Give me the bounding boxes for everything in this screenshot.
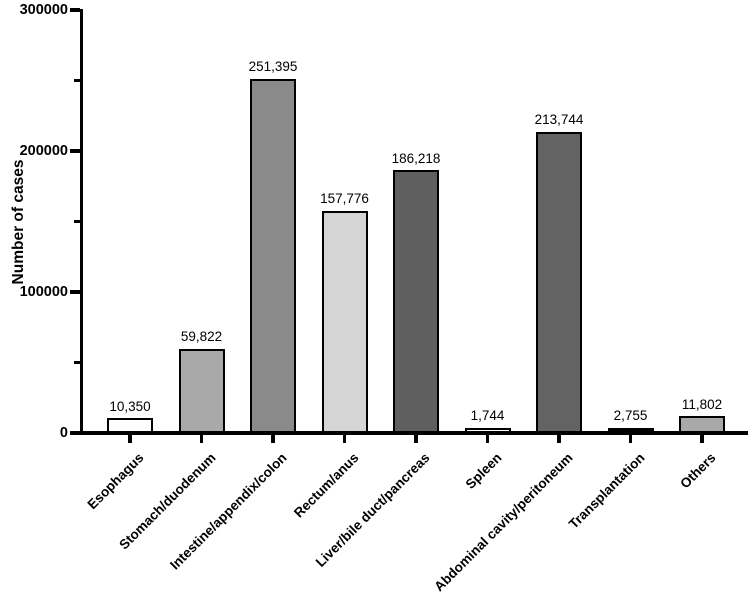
y-axis-minor-tick	[74, 361, 80, 364]
bar-value-label: 186,218	[391, 150, 441, 166]
x-axis-tick	[628, 434, 633, 443]
bar	[178, 348, 225, 433]
bar-value-label: 59,822	[180, 329, 223, 345]
x-axis-tick	[557, 434, 561, 443]
x-axis-tick	[700, 434, 704, 443]
x-axis-category-label: Esophagus	[84, 450, 147, 513]
x-axis-category-label: Rectum/anus	[290, 450, 362, 521]
x-axis-category-label: Abdominal cavity/peritoneum	[431, 450, 576, 595]
x-axis-tick	[414, 434, 418, 443]
x-axis-tick	[485, 434, 490, 443]
x-axis-category-label: Transplantation	[565, 450, 648, 532]
y-axis-tick-label: 100000	[19, 284, 68, 300]
bar-value-label: 1,744	[470, 408, 505, 424]
x-axis-tick	[199, 434, 204, 443]
y-axis-minor-tick	[74, 220, 80, 223]
y-axis-minor-tick	[74, 79, 80, 82]
x-axis-tick	[271, 434, 275, 443]
bar-value-label: 11,802	[681, 396, 723, 412]
y-axis-major-tick	[70, 8, 80, 12]
y-axis-tick-label: 0	[59, 425, 68, 441]
y-axis-tick-label: 200000	[19, 143, 68, 159]
x-axis-category-label: Liver/bile duct/pancreas	[312, 450, 433, 570]
bar	[393, 170, 439, 433]
x-axis-line	[79, 431, 748, 435]
bar-value-label: 157,776	[320, 191, 369, 207]
x-axis-category-label: Spleen	[462, 450, 505, 492]
x-axis-tick	[342, 434, 347, 443]
bar	[107, 418, 153, 433]
bar	[536, 131, 582, 433]
bar-value-label: 2,755	[613, 408, 648, 424]
bar	[250, 78, 296, 433]
y-axis-major-tick	[70, 431, 80, 435]
x-axis-category-label: Intestine/appendix/colon	[167, 450, 290, 573]
bar	[321, 210, 368, 433]
y-axis-line	[79, 8, 83, 435]
bar-value-label: 213,744	[534, 112, 584, 128]
y-axis-major-tick	[70, 290, 80, 294]
y-axis-title: Number of cases	[10, 159, 27, 285]
bar	[607, 427, 654, 433]
x-axis-category-label: Others	[677, 450, 719, 492]
y-axis-major-tick	[70, 149, 80, 153]
bar-value-label: 10,350	[109, 398, 151, 414]
bar	[679, 416, 725, 433]
x-axis-tick	[128, 434, 132, 443]
y-axis-tick-label: 300000	[19, 2, 68, 18]
bar	[464, 427, 511, 433]
bar-value-label: 251,395	[248, 59, 298, 75]
